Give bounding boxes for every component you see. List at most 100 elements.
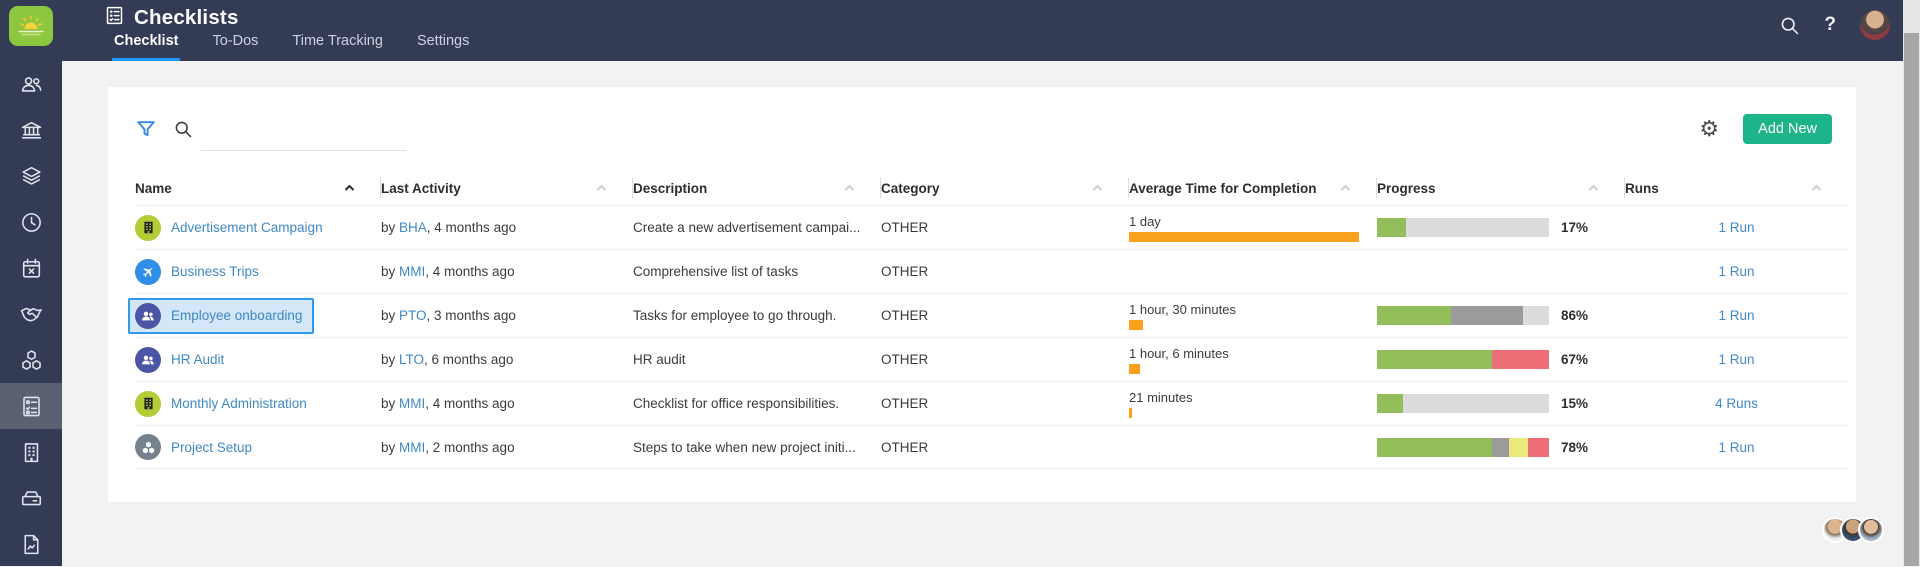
table-row[interactable]: Advertisement Campaign by BHA, 4 months a… [135,205,1848,249]
last-activity-prefix: by [381,396,400,411]
checklist-chip[interactable]: Advertisement Campaign [128,210,335,246]
sidebar-item-clock[interactable] [0,199,62,245]
toolbar: ⚙ Add New [108,87,1856,151]
user-link[interactable]: MMI [399,264,426,279]
selected-checklist-chip[interactable]: Employee onboarding [128,297,315,334]
help-icon[interactable]: ? [1824,14,1836,35]
sidebar-item-layers[interactable] [0,153,62,199]
sidebar-item-cubes[interactable] [0,337,62,383]
category-cell: OTHER [881,396,929,411]
last-activity-cell: by LTO, 6 months ago [381,352,633,367]
description-cell: Create a new advertisement campai... [633,220,861,235]
vertical-scrollbar[interactable] [1903,0,1920,566]
checklists-table: Name Last Activity Description Category [128,171,1848,469]
runs-link[interactable]: 1 Run [1718,264,1755,279]
user-link[interactable]: MMI [399,439,426,455]
runs-link[interactable]: 1 Run [1718,308,1755,323]
checklist-name-link[interactable]: Monthly Administration [171,396,307,411]
column-header-category[interactable]: Category [881,171,1129,205]
progress-segment-red [1492,350,1549,369]
add-new-button[interactable]: Add New [1743,114,1832,144]
checklist-name-link[interactable]: Employee onboarding [171,308,303,323]
checklist-chip[interactable]: HR Audit [128,342,236,378]
column-header-progress[interactable]: Progress [1377,171,1625,205]
viewer-avatars [1822,517,1884,543]
column-header-last-activity[interactable]: Last Activity [381,171,633,205]
building-icon [135,390,161,417]
progress-segment-green [1377,394,1403,413]
progress-segment-green [1377,218,1407,237]
user-link[interactable]: PTO [399,308,427,323]
average-time-cell: 1 day [1129,214,1377,242]
sort-asc-icon [344,184,355,192]
people-icon [135,346,161,373]
progress-cell: 67% [1377,350,1625,369]
table-row[interactable]: Employee onboarding by PTO, 3 months ago T… [128,293,1848,337]
sidebar-item-group[interactable] [0,61,62,107]
last-activity-suffix: , 4 months ago [425,264,515,279]
user-link[interactable]: MMI [399,396,426,411]
sidebar-item-handshake[interactable] [0,291,62,337]
column-header-name[interactable]: Name [135,171,381,205]
sidebar-item-bank[interactable] [0,107,62,153]
average-time-bar [1129,363,1140,374]
tab-time-tracking[interactable]: Time Tracking [292,33,383,49]
progress-bar [1377,394,1549,413]
table-search-icon[interactable] [173,119,193,139]
sidebar-item-checklist[interactable] [0,383,62,429]
checklist-name-link[interactable]: Business Trips [171,264,259,279]
table-row[interactable]: HR Audit by LTO, 6 months ago HR audit OTHE… [135,337,1848,381]
table-row[interactable]: Monthly Administration by MMI, 4 months a… [135,381,1848,425]
checklist-name-link[interactable]: HR Audit [171,352,225,367]
sidebar-item-file[interactable] [0,521,62,567]
column-header-description[interactable]: Description [633,171,881,205]
sidebar-item-drive[interactable] [0,475,62,521]
progress-segment-track [1402,394,1549,413]
filter-icon[interactable] [135,118,157,140]
column-header-average-time[interactable]: Average Time for Completion [1129,171,1377,205]
table-body: Advertisement Campaign by BHA, 4 months a… [128,205,1848,469]
runs-link[interactable]: 1 Run [1718,220,1755,235]
average-time-label: 21 minutes [1129,389,1193,405]
checklists-title-icon [104,5,125,31]
table-row[interactable]: Business Trips by MMI, 4 months ago Compre… [135,249,1848,293]
last-activity-suffix: , 4 months ago [425,396,515,411]
progress-percent: 78% [1561,439,1589,455]
page-title: Checklists [134,6,239,29]
runs-link[interactable]: 1 Run [1718,352,1755,367]
checklist-chip[interactable]: Monthly Administration [128,386,319,422]
column-header-runs[interactable]: Runs [1625,171,1848,205]
sort-icon [1340,184,1351,192]
user-link[interactable]: BHA [399,220,427,235]
last-activity-suffix: , 4 months ago [426,220,517,235]
description-cell: Steps to take when new project initi... [633,439,856,455]
search-input[interactable] [201,127,406,151]
runs-link[interactable]: 4 Runs [1715,396,1758,411]
description-cell: Comprehensive list of tasks [633,264,799,279]
user-link[interactable]: LTO [399,352,425,367]
app-logo[interactable] [9,6,53,46]
category-cell: OTHER [881,439,929,455]
tab-to-dos[interactable]: To-Dos [212,33,259,49]
gear-icon[interactable]: ⚙ [1699,116,1720,141]
viewer-avatar[interactable] [1858,517,1884,543]
runs-link[interactable]: 1 Run [1718,439,1755,455]
progress-cell: 17% [1377,218,1625,237]
progress-segment-gray [1492,437,1510,457]
tab-checklist[interactable]: Checklist [112,33,181,61]
checklist-chip[interactable]: Business Trips [128,254,271,290]
checklist-name-link[interactable]: Project Setup [171,439,253,455]
category-cell: OTHER [881,264,929,279]
checklist-chip[interactable]: Project Setup [128,429,264,465]
tab-settings[interactable]: Settings [416,33,470,49]
user-avatar[interactable] [1860,10,1890,40]
scrollbar-thumb[interactable] [1904,33,1919,566]
average-time-bar [1129,407,1132,418]
last-activity-cell: by PTO, 3 months ago [381,308,633,323]
checklist-name-link[interactable]: Advertisement Campaign [171,220,323,235]
last-activity-prefix: by [381,352,400,367]
table-row[interactable]: Project Setup by MMI, 2 months ago Steps t… [135,425,1848,469]
sidebar-item-calendar-x[interactable] [0,245,62,291]
search-icon[interactable] [1779,15,1800,36]
sidebar-item-building[interactable] [0,429,62,475]
